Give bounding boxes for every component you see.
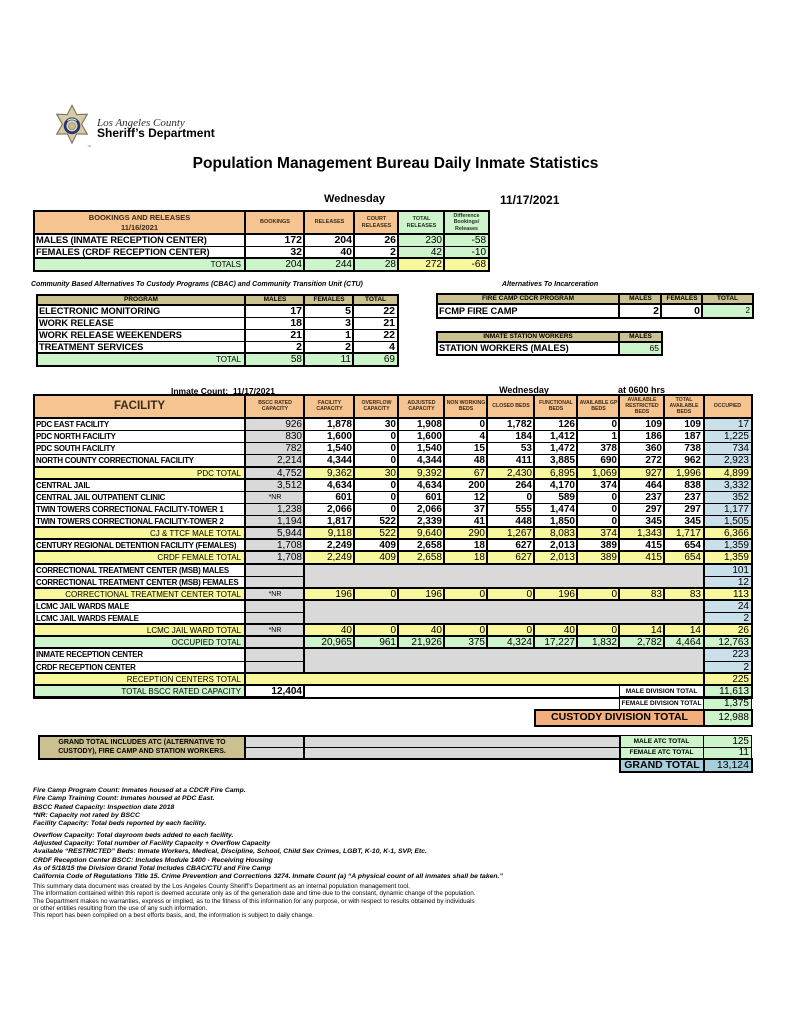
svg-text:™: ™	[87, 144, 91, 149]
